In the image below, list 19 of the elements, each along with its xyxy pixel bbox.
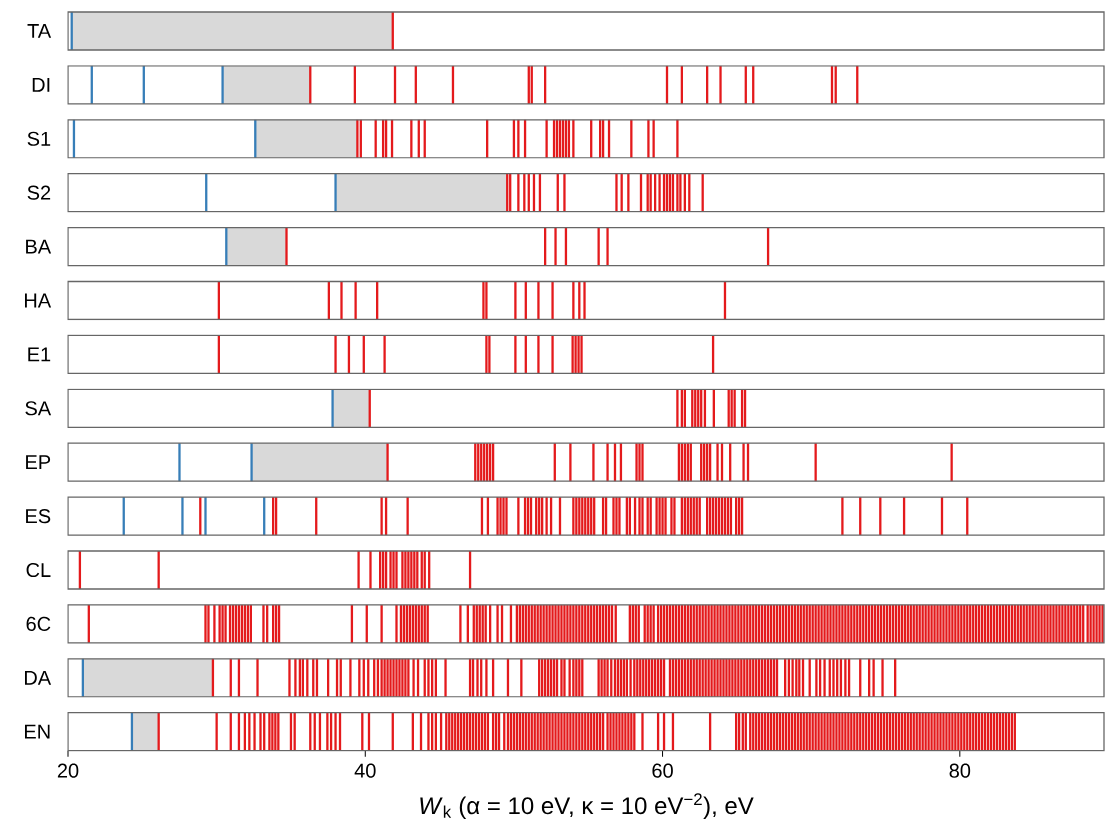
x-axis-title: W$_{k}$ (α = 10 eV, κ = 10 eV$^{−2}$), eV: [420, 793, 754, 819]
y-axis-title: EP: [26, 455, 51, 470]
y-axis-title: TA: [27, 24, 52, 38]
y-axis-title: SA: [25, 401, 52, 416]
x-tick-label: 20: [57, 763, 79, 778]
y-axis-title: DI: [32, 78, 50, 92]
y-axis-title: DA: [25, 670, 52, 685]
y-axis-title: 6C: [26, 616, 51, 631]
y-axis-title: S2: [27, 185, 51, 200]
x-tick-label: 80: [949, 763, 971, 778]
y-axis-title: S1: [27, 131, 51, 146]
x-tick-label: 40: [354, 763, 376, 778]
y-axis-title: E1: [28, 347, 51, 362]
y-axis-title: BA: [26, 239, 52, 254]
x-tick-label: 60: [652, 763, 673, 778]
y-axis-title: HA: [25, 293, 52, 308]
y-axis-title: EN: [25, 724, 50, 739]
y-axis-title: ES: [26, 509, 51, 524]
y-axis-title: CL: [26, 562, 51, 578]
